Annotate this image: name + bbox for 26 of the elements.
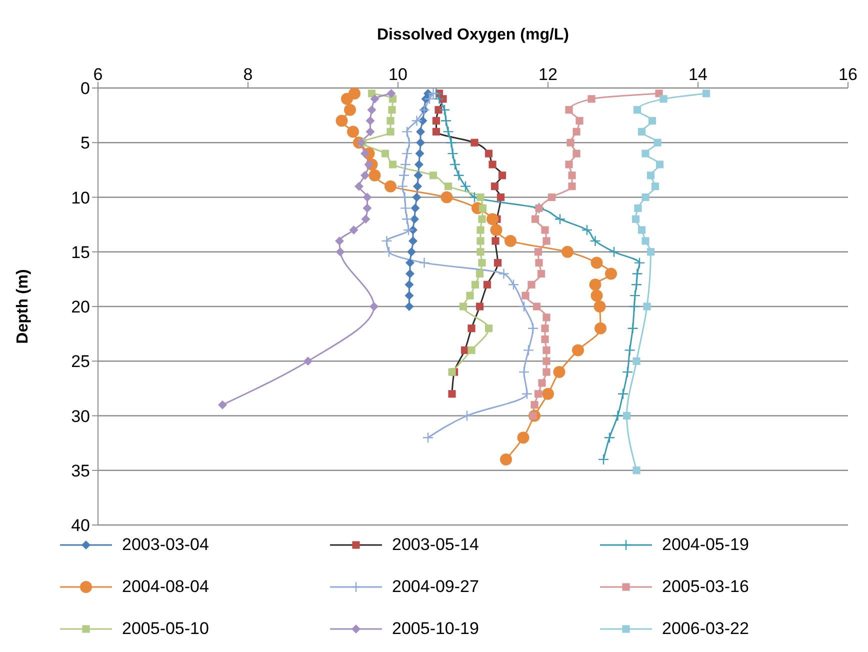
legend-label: 2003-05-14	[392, 535, 479, 555]
legend-label: 2004-05-19	[662, 535, 749, 555]
legend-label: 2004-09-27	[392, 577, 479, 597]
x-tick-label: 8	[243, 65, 253, 84]
x-tick-label: 16	[838, 65, 858, 84]
legend-label: 2004-08-04	[122, 577, 209, 597]
legend-label: 2005-10-19	[392, 619, 479, 639]
legend-label: 2005-05-10	[122, 619, 209, 639]
y-tick-label: 20	[71, 298, 90, 317]
y-tick-label: 30	[71, 406, 90, 426]
x-axis-title: Dissolved Oxygen (mg/L)	[376, 26, 570, 44]
y-tick-label: 0	[80, 79, 90, 98]
x-tick-label: 10	[388, 65, 408, 84]
y-axis-title: Depth (m)	[14, 269, 32, 344]
y-tick-label: 15	[71, 242, 90, 262]
legend-label: 2003-03-04	[122, 535, 209, 555]
y-tick-label: 25	[71, 352, 90, 372]
y-tick-label: 5	[80, 134, 90, 153]
y-tick-label: 35	[71, 461, 90, 480]
x-tick-label: 14	[688, 65, 708, 84]
y-tick-label: 10	[71, 188, 90, 208]
x-tick-label: 6	[93, 65, 103, 84]
legend-label: 2005-03-16	[662, 577, 749, 597]
y-tick-label: 40	[71, 516, 90, 536]
legend-label: 2006-03-22	[662, 619, 749, 639]
x-tick-label: 12	[538, 65, 558, 84]
